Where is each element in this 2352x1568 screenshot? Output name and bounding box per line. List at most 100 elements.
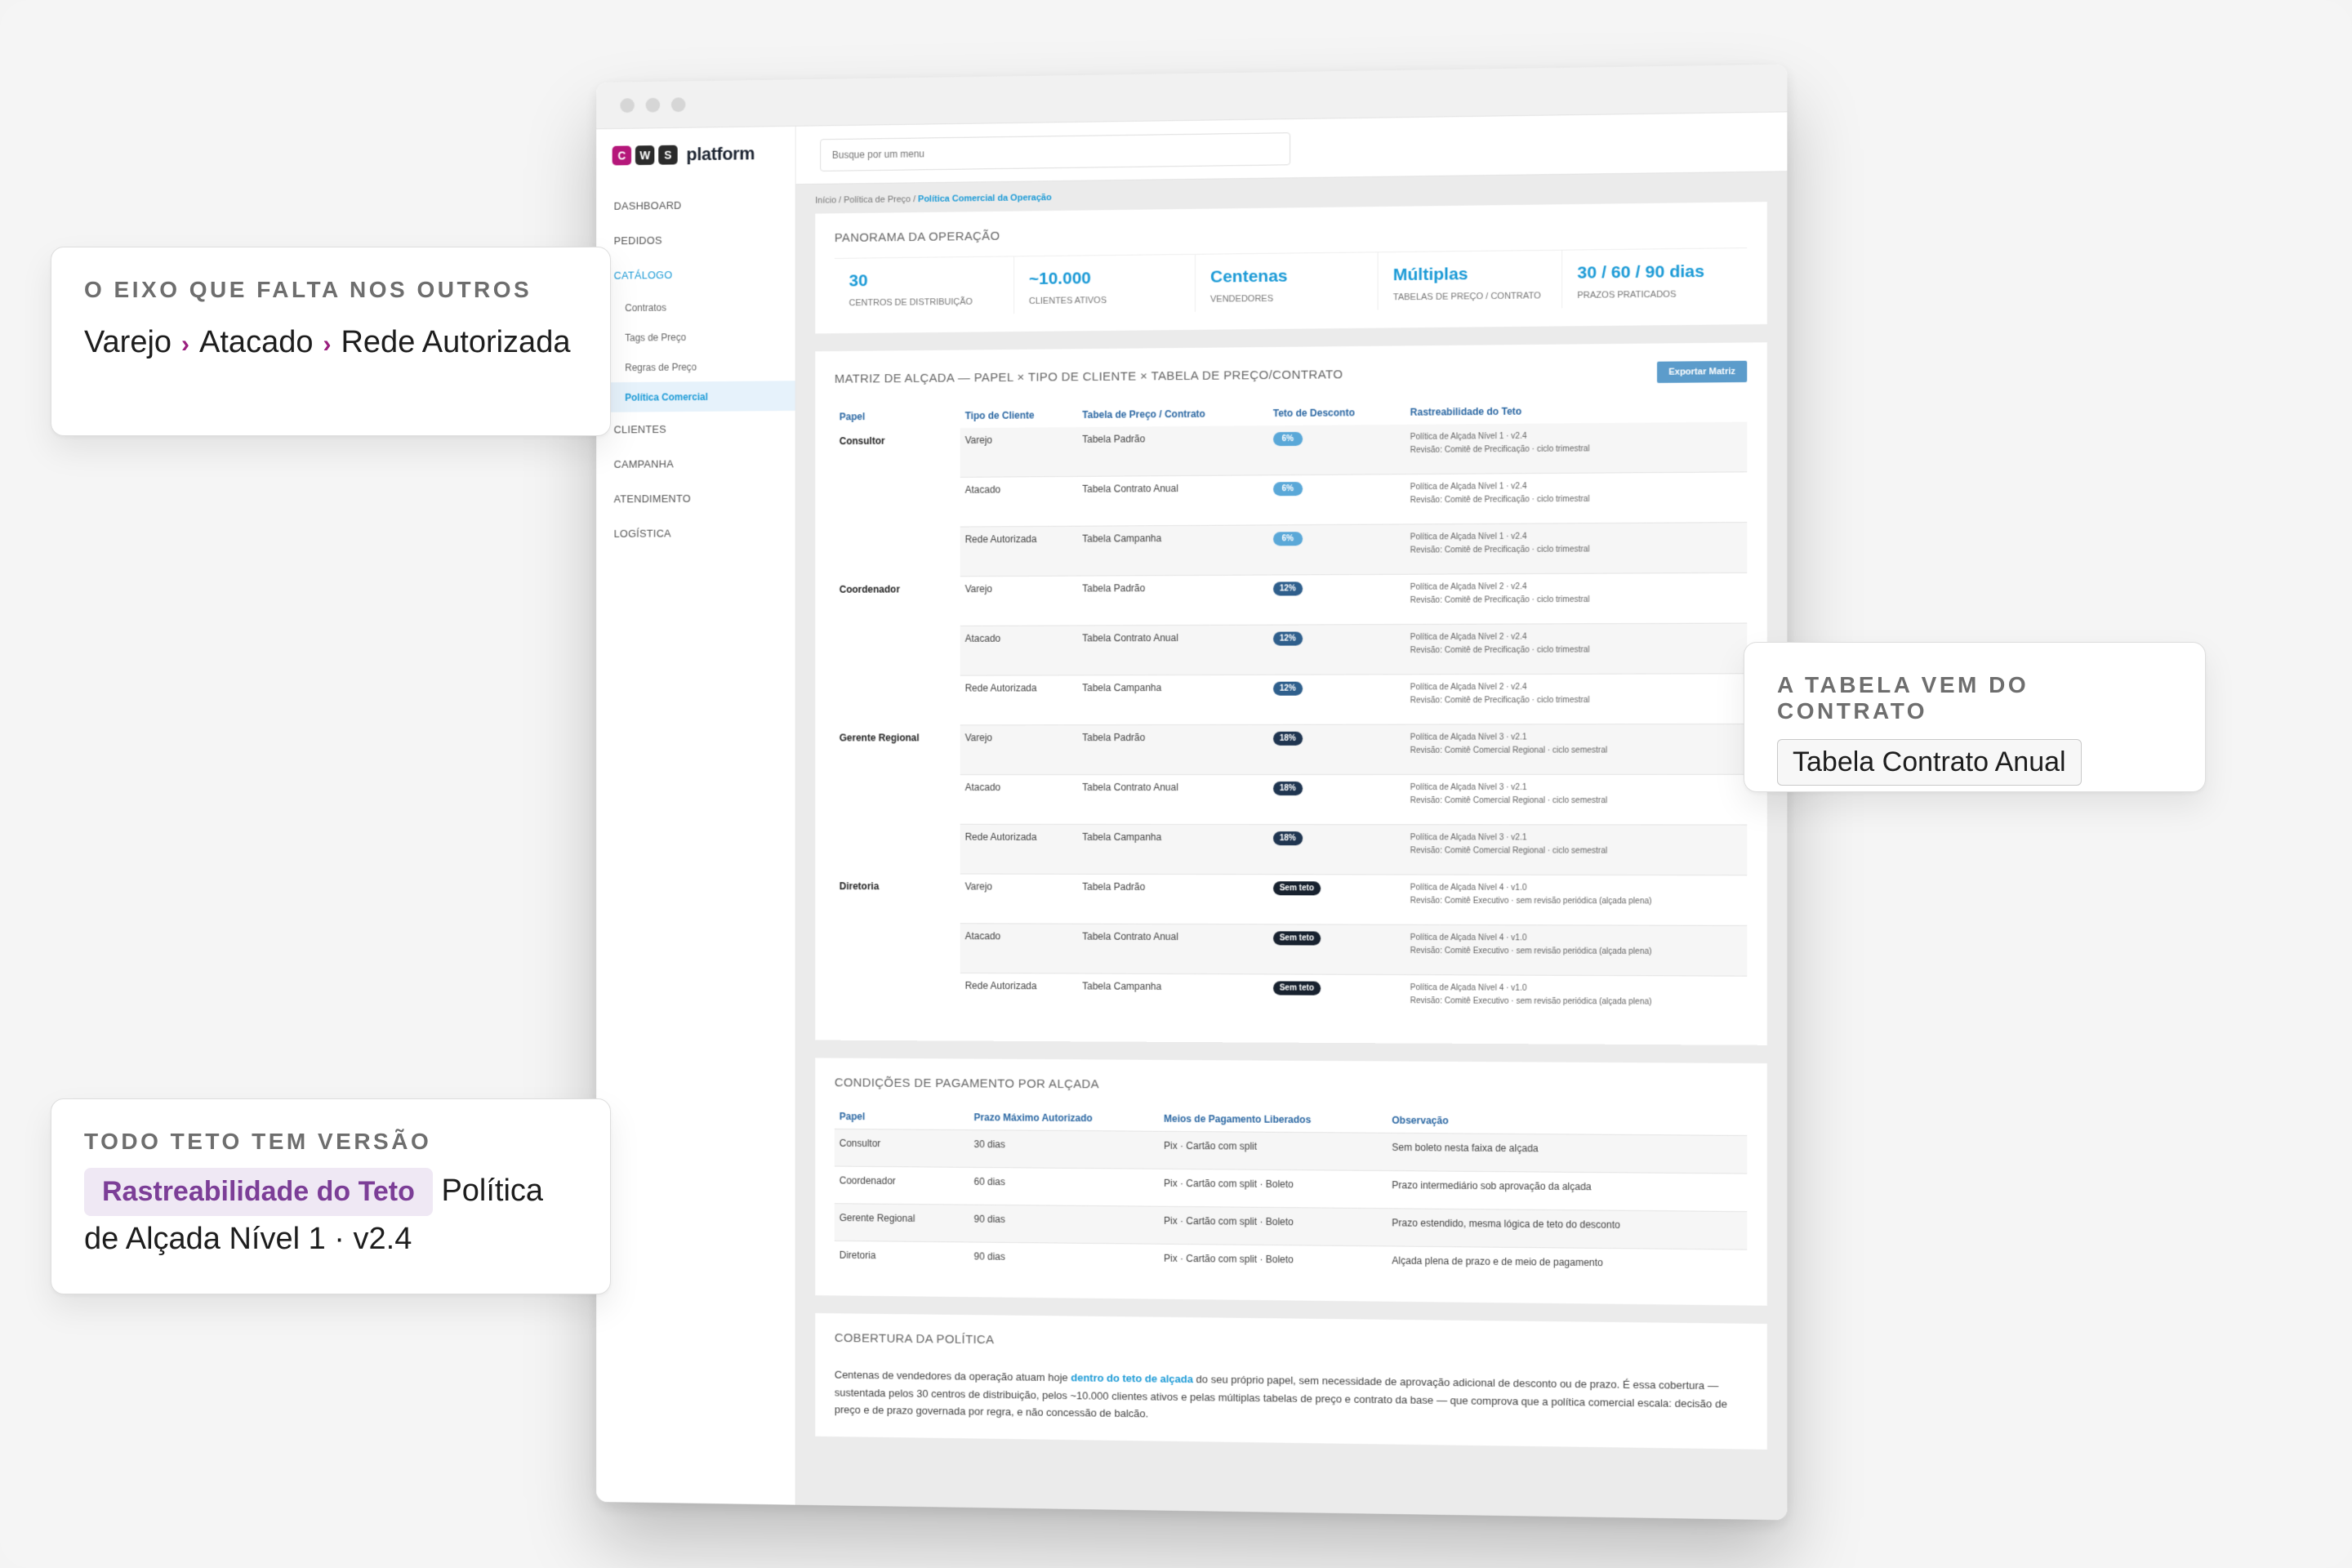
logo-letter-c: C [612,145,631,165]
methods-cell: Pix · Cartão com split · Boleto [1159,1244,1387,1284]
cap-badge: 18% [1273,782,1303,795]
role-cell [835,973,960,1022]
cap-badge: Sem teto [1273,932,1321,946]
price-table-cell: Tabela Contrato Anual [1077,775,1268,825]
table-row[interactable]: Atacado Tabela Contrato Anual 12% Política … [835,623,1747,676]
table-row[interactable]: Atacado Tabela Contrato Anual 6% Política d… [835,472,1747,528]
main-area: Início / Política de Preço / Política Co… [796,112,1788,1520]
sidebar-item-atendimento[interactable]: ATENDIMENTO [596,480,795,516]
cap-badge: 12% [1273,632,1303,646]
table-row[interactable]: Diretoria Varejo Tabela Padrão Sem teto Polí… [835,874,1747,926]
role-cell [835,478,960,528]
column-header[interactable]: Meios de Pagamento Liberados [1159,1107,1387,1134]
window-maximize-dot[interactable] [671,97,686,112]
role-cell: Consultor [835,428,960,479]
trace-cell: Política de Alçada Nível 1 · v2.4 Revisão… [1405,523,1748,575]
callout-version: TODO TETO TEM VERSÃO Rastreabilidade do … [51,1098,611,1294]
price-table-cell: Tabela Campanha [1077,675,1268,725]
term-cell: 30 dias [969,1130,1159,1169]
table-row[interactable]: Rede Autorizada Tabela Campanha 12% Polític… [835,674,1747,725]
matrix-table: Papel Tipo de Cliente Tabela de Preço / … [835,397,1747,1027]
trace-cell: Política de Alçada Nível 2 · v2.4 Revisão… [1405,623,1748,675]
stat-vendedores: Centenas VENDEDORES [1196,252,1379,312]
window-minimize-dot[interactable] [646,97,661,112]
cap-cell: 6% [1268,425,1405,475]
methods-cell: Pix · Cartão com split · Boleto [1159,1206,1387,1246]
coverage-title: COBERTURA DA POLÍTICA [835,1331,1747,1356]
table-row[interactable]: Rede Autorizada Tabela Campanha 18% Polític… [835,825,1747,876]
table-row[interactable]: Coordenador Varejo Tabela Padrão 12% Polític… [835,573,1747,627]
role-cell: Gerente Regional [835,1204,969,1242]
client-type-cell: Atacado [960,924,1078,973]
table-row[interactable]: Rede Autorizada Tabela Campanha Sem teto Po… [835,973,1747,1027]
cap-badge: Sem teto [1273,982,1321,996]
trace-review: Revisão: Comitê Executivo · sem revisão … [1410,996,1742,1010]
sidebar: C W S platform DASHBOARD PEDIDOS CATÁLOG… [596,127,795,1505]
trace-policy: Política de Alçada Nível 3 · v2.1 [1410,832,1742,846]
trace-cell: Política de Alçada Nível 1 · v2.4 Revisão… [1405,472,1748,524]
cap-badge: 6% [1273,482,1303,496]
note-cell: Prazo estendido, mesma lógica de teto do… [1387,1209,1747,1250]
table-row[interactable]: Atacado Tabela Contrato Anual Sem teto Polí… [835,924,1747,977]
column-header[interactable]: Tabela de Preço / Contrato [1077,401,1268,427]
price-table-cell: Tabela Campanha [1077,525,1268,576]
trace-policy: Política de Alçada Nível 2 · v2.4 [1410,630,1742,644]
cap-cell: 6% [1268,474,1405,525]
matrix-title: MATRIZ DE ALÇADA — PAPEL × TIPO DE CLIEN… [835,368,1343,387]
cap-badge: Sem teto [1273,882,1321,896]
stat-value: Múltiplas [1393,264,1547,285]
table-row[interactable]: Consultor Varejo Tabela Padrão 6% Política d… [835,422,1747,479]
note-cell: Alçada plena de prazo e de meio de pagam… [1387,1246,1747,1288]
column-header[interactable]: Prazo Máximo Autorizado [969,1105,1159,1131]
trace-cell: Política de Alçada Nível 2 · v2.4 Revisão… [1405,674,1748,724]
trace-review: Revisão: Comitê Comercial Regional · cic… [1410,795,1742,808]
sidebar-item-pedidos[interactable]: PEDIDOS [596,221,795,258]
stat-tabelas: Múltiplas TABELAS DE PREÇO / CONTRATO [1379,251,1562,310]
trace-review: Revisão: Comitê de Precificação · ciclo … [1410,442,1742,457]
sidebar-subitem-contratos[interactable]: Contratos [596,291,795,323]
price-table-cell: Tabela Contrato Anual [1077,475,1268,526]
browser-window: C W S platform DASHBOARD PEDIDOS CATÁLOG… [596,65,1787,1521]
client-type-cell: Varejo [960,874,1078,924]
sidebar-subitem-politica-comercial[interactable]: Política Comercial [596,381,795,412]
sidebar-item-logistica[interactable]: LOGÍSTICA [596,515,795,551]
role-cell [835,626,960,676]
cap-cell: 12% [1268,675,1405,725]
table-row[interactable]: Atacado Tabela Contrato Anual 18% Política … [835,775,1747,826]
column-header[interactable]: Papel [835,403,960,429]
export-matrix-button[interactable]: Exportar Matriz [1657,361,1747,383]
cap-cell: 18% [1268,775,1405,825]
breadcrumb-current: Política Comercial da Operação [918,193,1051,204]
sidebar-item-dashboard[interactable]: DASHBOARD [596,186,795,224]
sidebar-item-campanha[interactable]: CAMPANHA [596,446,795,482]
table-row[interactable]: Diretoria 90 dias Pix · Cartão com split ·… [835,1241,1747,1287]
cap-badge: 18% [1273,732,1303,746]
client-type-cell: Rede Autorizada [960,825,1078,875]
sidebar-subitem-tags-de-preco[interactable]: Tags de Preço [596,321,795,353]
price-table-cell: Tabela Padrão [1077,575,1268,626]
sidebar-item-catalogo[interactable]: CATÁLOGO [596,256,795,293]
trace-policy: Política de Alçada Nível 3 · v2.1 [1410,782,1742,795]
coverage-panel: COBERTURA DA POLÍTICA Centenas de vended… [815,1313,1767,1449]
callout-version-body: Rastreabilidade do Teto Política de Alça… [84,1168,577,1263]
sidebar-item-clientes[interactable]: CLIENTES [596,411,795,447]
table-row[interactable]: Gerente Regional Varejo Tabela Padrão 18% Po… [835,724,1747,775]
callout-axis-title: O EIXO QUE FALTA NOS OUTROS [84,277,577,303]
coverage-highlight: dentro do teto de alçada [1071,1372,1193,1386]
window-close-dot[interactable] [620,98,635,113]
breadcrumb-path[interactable]: Início / Política de Preço / [815,194,918,206]
logo[interactable]: C W S platform [596,143,795,189]
stat-label: PRAZOS PRATICADOS [1577,288,1732,303]
payment-panel: CONDIÇÕES DE PAGAMENTO POR ALÇADA Papel … [815,1058,1767,1306]
column-header[interactable]: Observação [1387,1108,1747,1136]
axis-item-varejo: Varejo [84,325,172,359]
menu-search-input[interactable] [820,132,1290,172]
column-header[interactable]: Papel [835,1104,969,1129]
table-row[interactable]: Rede Autorizada Tabela Campanha 6% Política… [835,523,1747,577]
sidebar-subitem-regras-de-preco[interactable]: Regras de Preço [596,351,795,383]
column-header[interactable]: Teto de Desconto [1268,400,1405,425]
term-cell: 90 dias [969,1242,1159,1281]
trace-cell: Política de Alçada Nível 3 · v2.1 Revisão… [1405,724,1748,775]
column-header[interactable]: Rastreabilidade do Teto [1405,397,1748,425]
column-header[interactable]: Tipo de Cliente [960,403,1078,428]
